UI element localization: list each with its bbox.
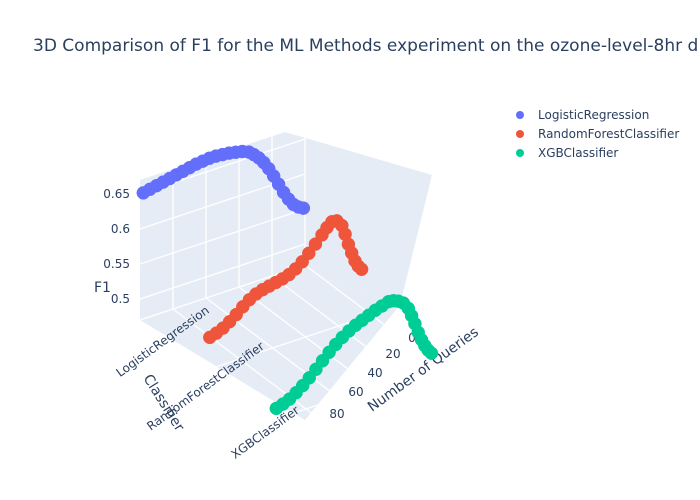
- legend-marker[interactable]: [516, 149, 524, 157]
- right-wall-pane: [285, 132, 432, 305]
- z-gridline: [139, 243, 306, 300]
- data-markers: [136, 144, 439, 416]
- classifier-gridline: [139, 264, 306, 321]
- query-tick-label: 40: [367, 366, 382, 380]
- z-gridline: [139, 208, 306, 265]
- marker-randomforestclassifier: [302, 246, 316, 261]
- queries-floor-gridline: [205, 297, 400, 444]
- marker-randomforestclassifier: [354, 262, 369, 277]
- z-axis-title: F1: [94, 280, 111, 296]
- query-tick-label: 0: [408, 331, 416, 345]
- classifier-gridline: [206, 314, 372, 371]
- z-tick-label: 0.6: [111, 222, 130, 236]
- query-tick-label: 60: [348, 385, 363, 399]
- marker-xgbclassifier: [424, 346, 439, 360]
- classifier-tick-label: XGBClassifier: [229, 403, 302, 462]
- legend-label[interactable]: XGBClassifier: [538, 146, 618, 160]
- legend-marker[interactable]: [516, 130, 524, 138]
- z-tick-label: 0.55: [103, 257, 130, 271]
- z-tick-label: 0.65: [103, 187, 130, 201]
- legend-label[interactable]: LogisticRegression: [538, 108, 649, 122]
- legend[interactable]: LogisticRegression RandomForestClassifier…: [516, 108, 679, 160]
- chart-title: 3D Comparison of F1 for the ML Methods e…: [33, 36, 698, 56]
- z-tick-labels: 0.5 0.55 0.6 0.65: [103, 187, 130, 306]
- marker-randomforestclassifier: [308, 237, 323, 251]
- legend-label[interactable]: RandomForestClassifier: [538, 127, 679, 141]
- z-tick-label: 0.5: [111, 292, 130, 306]
- query-tick-label: 80: [329, 407, 344, 421]
- floor-pane: [140, 265, 400, 420]
- gridlines: [139, 125, 499, 455]
- legend-marker[interactable]: [516, 111, 524, 119]
- classifier-gridline: [272, 364, 439, 421]
- query-tick-label: 20: [385, 347, 400, 361]
- queries-floor-gridline: [304, 264, 499, 411]
- queries-floor-gridline: [271, 275, 466, 422]
- marker-logisticregression: [296, 201, 311, 215]
- queries-floor-gridline: [238, 286, 433, 433]
